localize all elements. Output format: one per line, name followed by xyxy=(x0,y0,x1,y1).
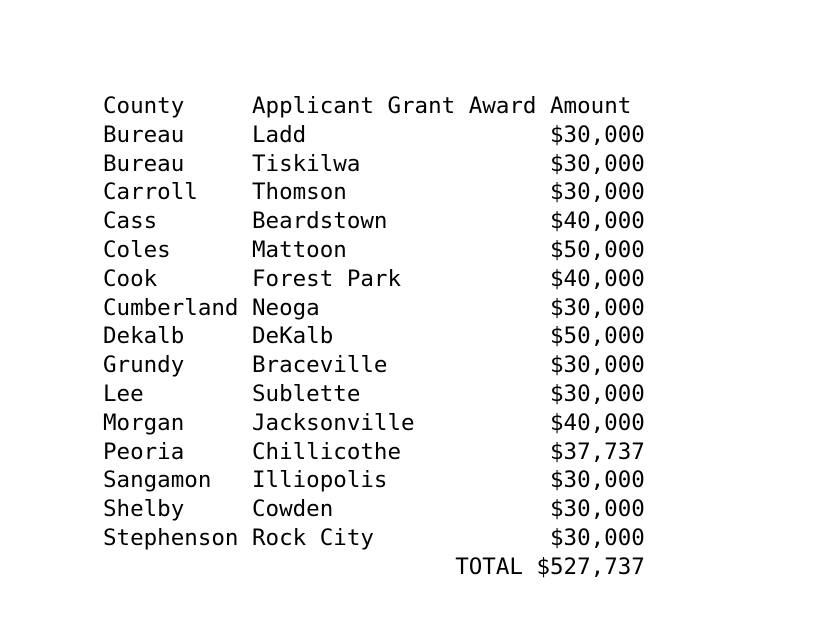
table-row: Bureau Ladd $30,000 xyxy=(103,121,645,150)
county-cell: Coles xyxy=(103,236,171,263)
table-row: Coles Mattoon $50,000 xyxy=(103,236,645,265)
applicant-cell: Cowden xyxy=(252,496,334,523)
table-row: Stephenson Rock City $30,000 xyxy=(103,524,645,553)
table-total-row: TOTAL $527,737 xyxy=(103,553,645,582)
amount-cell: $40,000 xyxy=(550,208,645,235)
amount-cell: $30,000 xyxy=(550,380,645,407)
amount-cell: $50,000 xyxy=(550,236,645,263)
county-cell: Peoria xyxy=(103,438,185,465)
amount-cell: $37,737 xyxy=(550,438,645,465)
amount-cell: $50,000 xyxy=(550,323,645,350)
amount-cell: $30,000 xyxy=(550,179,645,206)
applicant-cell: Thomson xyxy=(252,179,347,206)
applicant-cell: DeKalb xyxy=(252,323,334,350)
table-row: Shelby Cowden $30,000 xyxy=(103,495,645,524)
county-cell: Shelby xyxy=(103,496,185,523)
amount-cell: $40,000 xyxy=(550,265,645,292)
applicant-cell: Mattoon xyxy=(252,236,347,263)
applicant-cell: Tiskilwa xyxy=(252,150,361,177)
table-header-row: County Applicant Grant Award Amount xyxy=(103,92,645,121)
county-cell: Cook xyxy=(103,265,158,292)
county-cell: Cumberland xyxy=(103,294,239,321)
county-cell: Carroll xyxy=(103,179,198,206)
total-label: TOTAL xyxy=(455,553,523,580)
applicant-cell: Rock City xyxy=(252,524,374,551)
table-row: Sangamon Illiopolis $30,000 xyxy=(103,466,645,495)
table-row: Cook Forest Park $40,000 xyxy=(103,265,645,294)
applicant-cell: Chillicothe xyxy=(252,438,402,465)
county-cell: Bureau xyxy=(103,150,185,177)
county-cell: Lee xyxy=(103,380,144,407)
table-row: Dekalb DeKalb $50,000 xyxy=(103,322,645,351)
table-row: Bureau Tiskilwa $30,000 xyxy=(103,150,645,179)
table-row: Carroll Thomson $30,000 xyxy=(103,178,645,207)
county-cell: Cass xyxy=(103,208,158,235)
amount-cell: $30,000 xyxy=(550,524,645,551)
grant-award-table: County Applicant Grant Award Amount Bure… xyxy=(103,92,645,582)
header-grant-award-amount: Grant Award Amount xyxy=(387,93,632,119)
county-cell: Morgan xyxy=(103,409,185,436)
county-cell: Grundy xyxy=(103,352,185,379)
applicant-cell: Forest Park xyxy=(252,265,402,292)
table-row: Lee Sublette $30,000 xyxy=(103,380,645,409)
amount-cell: $30,000 xyxy=(550,467,645,494)
table-row: Morgan Jacksonville $40,000 xyxy=(103,409,645,438)
county-cell: Sangamon xyxy=(103,467,212,494)
table-row: Grundy Braceville $30,000 xyxy=(103,351,645,380)
amount-cell: $30,000 xyxy=(550,294,645,321)
county-cell: Stephenson xyxy=(103,524,239,551)
amount-cell: $30,000 xyxy=(550,150,645,177)
applicant-cell: Braceville xyxy=(252,352,388,379)
applicant-cell: Ladd xyxy=(252,121,307,148)
applicant-cell: Illiopolis xyxy=(252,467,388,494)
table-row: Cumberland Neoga $30,000 xyxy=(103,294,645,323)
amount-cell: $40,000 xyxy=(550,409,645,436)
total-amount: $527,737 xyxy=(536,553,645,580)
applicant-cell: Neoga xyxy=(252,294,320,321)
applicant-cell: Jacksonville xyxy=(252,409,415,436)
applicant-cell: Sublette xyxy=(252,380,361,407)
county-cell: Bureau xyxy=(103,121,185,148)
county-cell: Dekalb xyxy=(103,323,185,350)
applicant-cell: Beardstown xyxy=(252,208,388,235)
table-row: Peoria Chillicothe $37,737 xyxy=(103,438,645,467)
header-applicant: Applicant xyxy=(252,93,374,119)
header-county: County xyxy=(103,93,185,119)
amount-cell: $30,000 xyxy=(550,121,645,148)
table-row: Cass Beardstown $40,000 xyxy=(103,207,645,236)
amount-cell: $30,000 xyxy=(550,496,645,523)
amount-cell: $30,000 xyxy=(550,352,645,379)
